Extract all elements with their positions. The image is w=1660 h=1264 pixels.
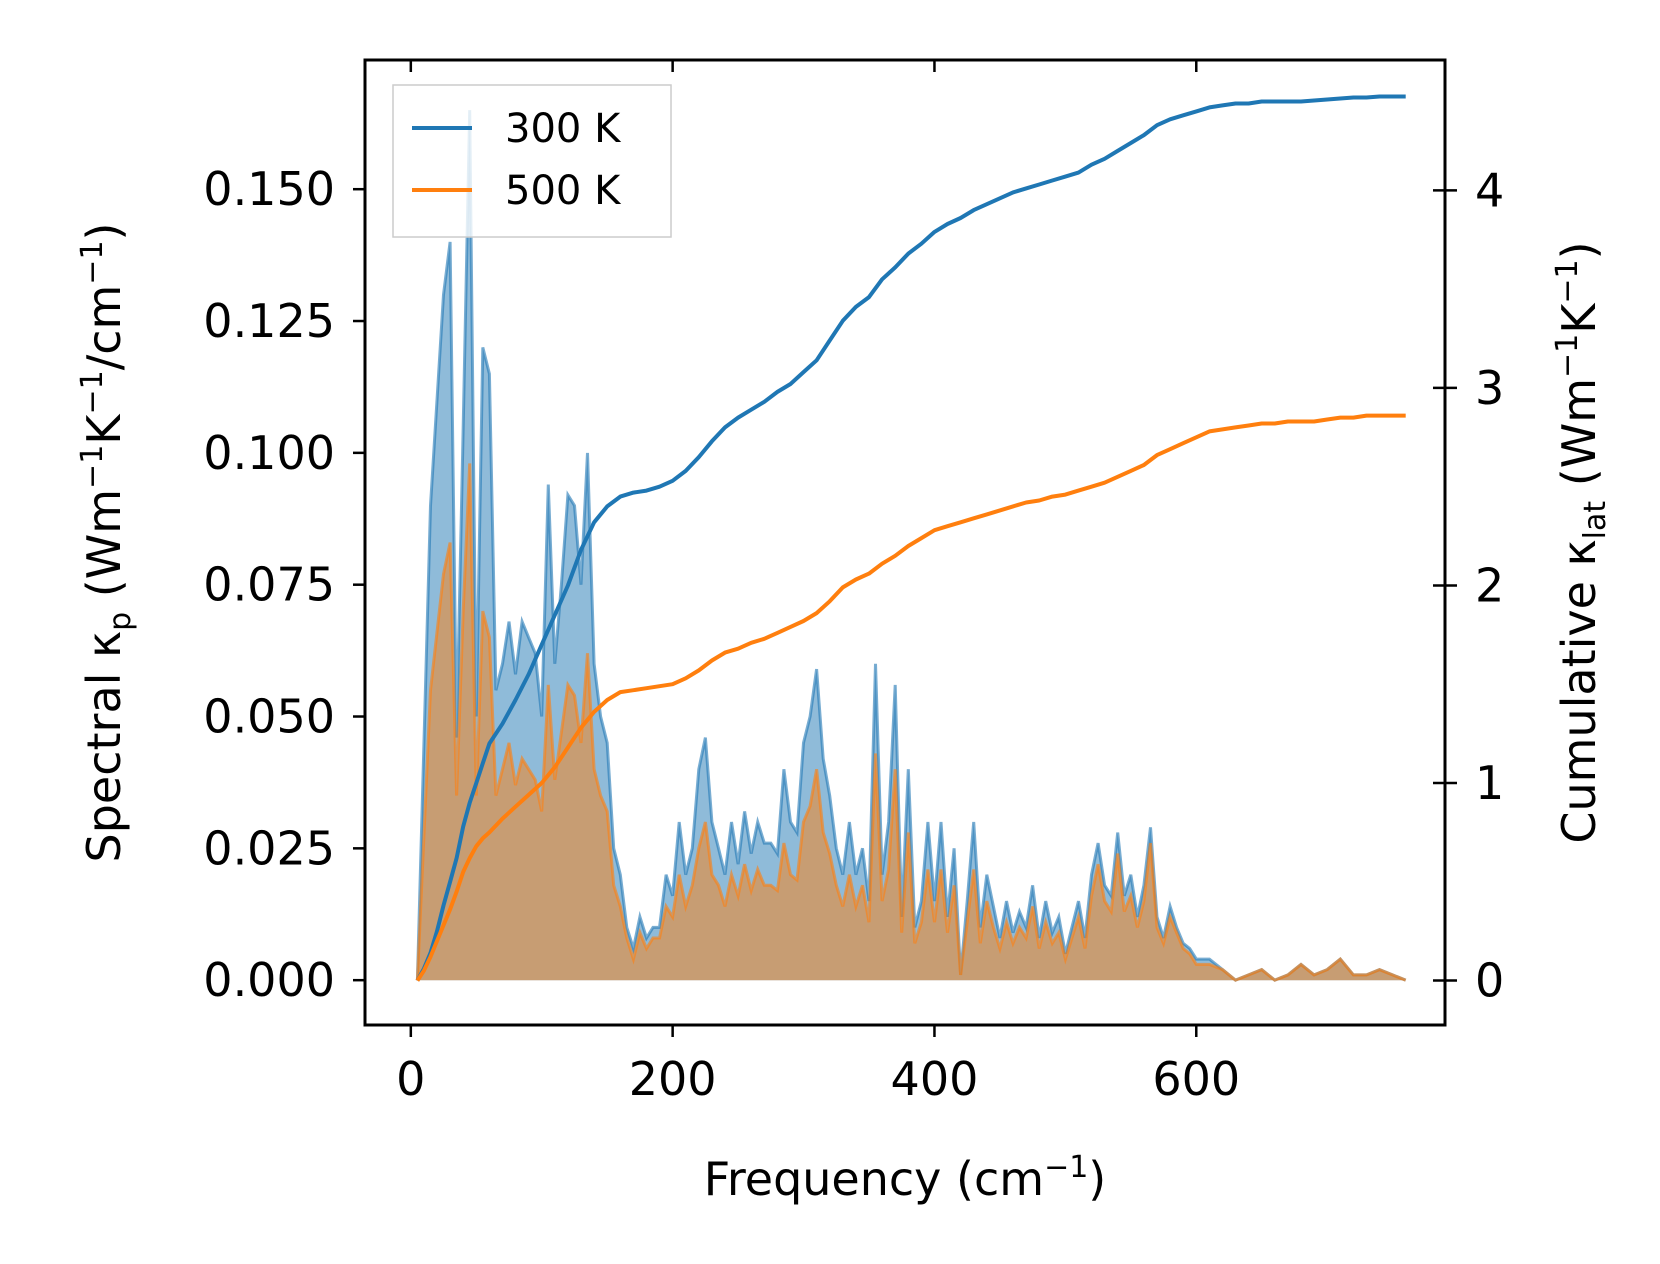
right-y-tick-label: 1 — [1475, 756, 1504, 810]
plot-area — [415, 94, 1407, 982]
cumulative-line-500k — [415, 413, 1406, 982]
spectral-outline-500k — [415, 463, 1407, 982]
x-axis-label: Frequency (cm−1) — [704, 1150, 1107, 1206]
right-y-tick-label: 0 — [1475, 954, 1504, 1008]
x-tick-label: 600 — [1152, 1052, 1240, 1106]
left-y-tick-label: 0.125 — [203, 294, 335, 348]
right-y-tick-label: 2 — [1475, 558, 1504, 612]
left-y-axis-label: Spectral κp (Wm−1K−1/cm−1) — [75, 223, 138, 863]
legend: 300 K 500 K — [392, 84, 672, 238]
x-tick-label: 400 — [891, 1052, 979, 1106]
left-y-tick-label: 0.100 — [203, 426, 335, 480]
left-y-tick-label: 0.025 — [203, 821, 335, 875]
axis-ticks: 0 200 400 600 0.000 0.025 0.050 0.075 0.100 0.125… — [203, 60, 1504, 1106]
spectral-fill-500k — [417, 463, 1406, 981]
x-tick-label: 0 — [396, 1052, 425, 1106]
right-y-axis-label: Cumulative κlat (Wm−1K−1) — [1550, 241, 1613, 843]
legend-label-300k: 300 K — [505, 106, 622, 152]
right-y-tick-label: 3 — [1475, 361, 1504, 415]
x-tick-label: 200 — [629, 1052, 717, 1106]
legend-label-500k: 500 K — [505, 168, 622, 214]
left-y-tick-label: 0.050 — [203, 690, 335, 744]
plot-frame — [363, 58, 1447, 1027]
left-y-tick-label: 0.075 — [203, 558, 335, 612]
legend-box — [392, 84, 672, 238]
left-y-tick-label: 0.000 — [203, 953, 335, 1007]
left-y-tick-label: 0.150 — [203, 162, 335, 216]
cumulative-line-300k — [415, 94, 1406, 982]
plot-content — [415, 94, 1407, 982]
right-y-tick-label: 4 — [1475, 163, 1504, 217]
